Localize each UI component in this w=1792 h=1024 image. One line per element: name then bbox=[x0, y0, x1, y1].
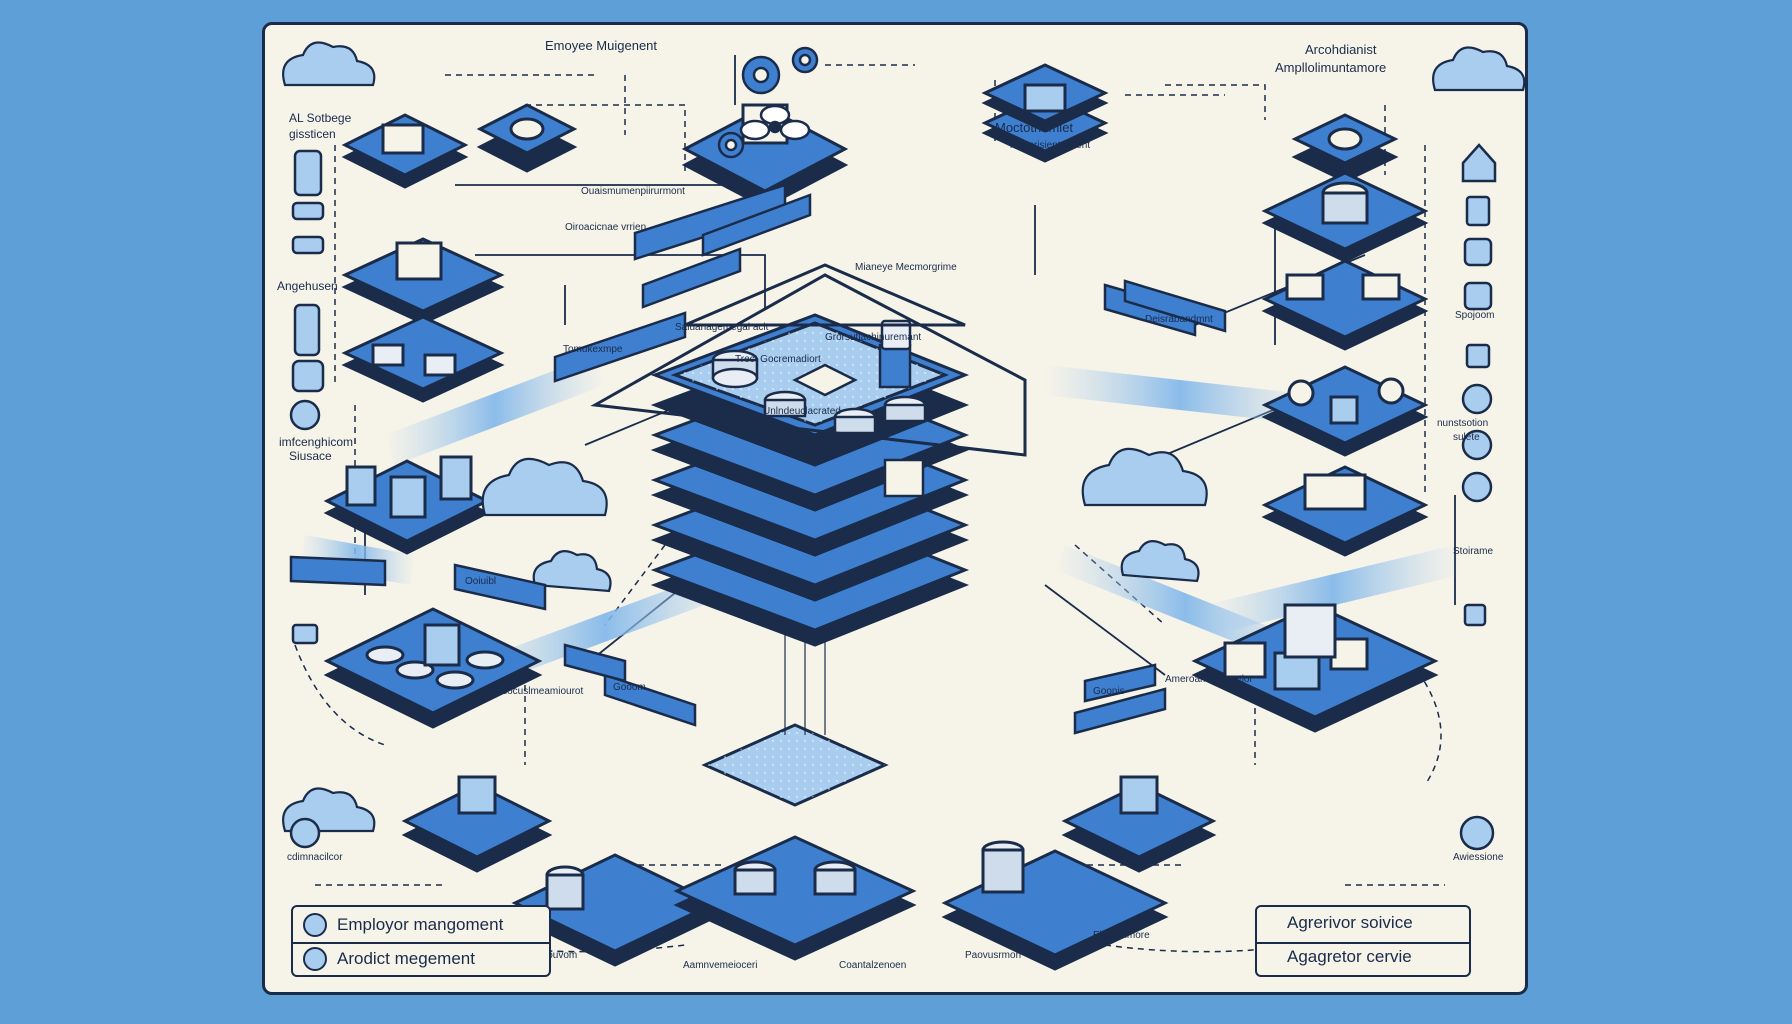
right-sidebar-label-3: Stoirame bbox=[1453, 546, 1494, 557]
bottom-row-blocks bbox=[401, 775, 1217, 971]
right-sidebar-icons bbox=[1459, 143, 1497, 851]
stack-label: Saiuanagemegal acit bbox=[675, 322, 769, 333]
top-right-title-2: Ampllolimuntamore bbox=[1275, 60, 1387, 75]
central-core-items bbox=[711, 319, 927, 498]
right-banner-label: Deisrabandmnt bbox=[1145, 314, 1213, 325]
legend-dot-icon bbox=[303, 947, 327, 971]
legend-left: Employor mangoment Arodict megement bbox=[291, 905, 551, 977]
connector-lines bbox=[294, 64, 1445, 953]
mid-left-pill-label: Ooiuibl bbox=[465, 576, 497, 587]
banner-tags bbox=[289, 183, 1227, 735]
bottom-left-note: Grsocuslmeamiourot bbox=[491, 686, 584, 697]
right-sidebar-label-4: Awiessione bbox=[1453, 852, 1504, 863]
legend-left-divider bbox=[293, 942, 549, 944]
left-sidebar-icons bbox=[289, 149, 325, 849]
bottom-right-note: Ameroamenthnatior bbox=[1165, 674, 1253, 685]
cloud-shapes bbox=[282, 41, 1525, 833]
legend-right-row-2: Agagretor cervie bbox=[1287, 947, 1412, 967]
left-sidebar-label-3: cdimnacilcor bbox=[287, 852, 343, 863]
moctonamet-label-1: Moctotnamlet bbox=[995, 120, 1074, 135]
top-title-label: Emoyee Muigenent bbox=[545, 38, 658, 53]
left-banner-label-1: Oiroacicnae vrrien bbox=[565, 222, 647, 233]
legend-right-row-2-label: Agagretor cervie bbox=[1287, 947, 1412, 966]
legend-right-row-1-label: Agrerivor soivice bbox=[1287, 913, 1413, 932]
lower-platforms bbox=[323, 603, 1439, 733]
legend-right-divider bbox=[1257, 942, 1469, 944]
right-sidebar-label-2b: sulete bbox=[1453, 432, 1480, 443]
bottom-left-pill-label: Gooom bbox=[613, 682, 646, 693]
inner-label: Trect Gocremadiort bbox=[735, 354, 821, 365]
right-sidebar-label-1: Spojoom bbox=[1455, 310, 1495, 321]
legend-right: Agrerivor soivice Agagretor cervie bbox=[1255, 905, 1471, 977]
legend-left-row-2: Arodict megement bbox=[303, 947, 475, 971]
gear-flower-cluster bbox=[717, 46, 819, 159]
bottom-label-3: Coantalzenoen bbox=[839, 960, 907, 971]
top-row-blocks bbox=[476, 63, 1109, 209]
left-block-column bbox=[323, 113, 505, 555]
bottom-label-2: Aamnvemeioceri bbox=[683, 960, 758, 971]
core-label: Unlndeuclacrated bbox=[763, 406, 841, 417]
right-sidebar-label-2a: nunstsotion bbox=[1437, 418, 1489, 429]
center-frames bbox=[590, 263, 1027, 457]
left-sotbage-label-2: gissticen bbox=[289, 127, 336, 141]
left-sidebar-label-2a: imfcenghicom bbox=[279, 435, 354, 449]
left-sidebar-label-2b: Siusace bbox=[289, 449, 332, 463]
bottom-label-4: Paovusrmori bbox=[965, 950, 1022, 961]
left-sotbage-label-1: AL Sotbege bbox=[289, 111, 352, 125]
bottom-right-pill-label: Goonis bbox=[1093, 686, 1125, 697]
system-architecture-diagram bbox=[282, 41, 1525, 971]
legend-left-row-2-label: Arodict megement bbox=[337, 949, 475, 968]
left-sidebar-label-1: Angehusen bbox=[277, 279, 338, 293]
moctonamet-label-2: inimerisientsnvent bbox=[1010, 140, 1091, 151]
right-block-column bbox=[1261, 113, 1429, 557]
top-banner-label: Mianeye Mecmorgrime bbox=[855, 262, 957, 273]
diagram-panel: Emoyee Muigenent Arcohdianist Ampllolimu… bbox=[262, 22, 1528, 995]
legend-left-row-1: Employor mangoment bbox=[303, 913, 503, 937]
central-network-cloud bbox=[701, 625, 889, 807]
top-left-note: Ouaismumenpiirurmont bbox=[581, 186, 685, 197]
top-right-title-1: Arcohdianist bbox=[1305, 42, 1377, 57]
legend-dot-icon bbox=[303, 913, 327, 937]
bottom-label-5: Elloermmore bbox=[1093, 930, 1150, 941]
inner-label-2: Grorsutiachinuremant bbox=[825, 332, 922, 343]
legend-right-row-1: Agrerivor soivice bbox=[1287, 913, 1413, 933]
left-banner-label-2: Tomukexmpe bbox=[563, 344, 623, 355]
legend-left-row-1-label: Employor mangoment bbox=[337, 915, 504, 934]
